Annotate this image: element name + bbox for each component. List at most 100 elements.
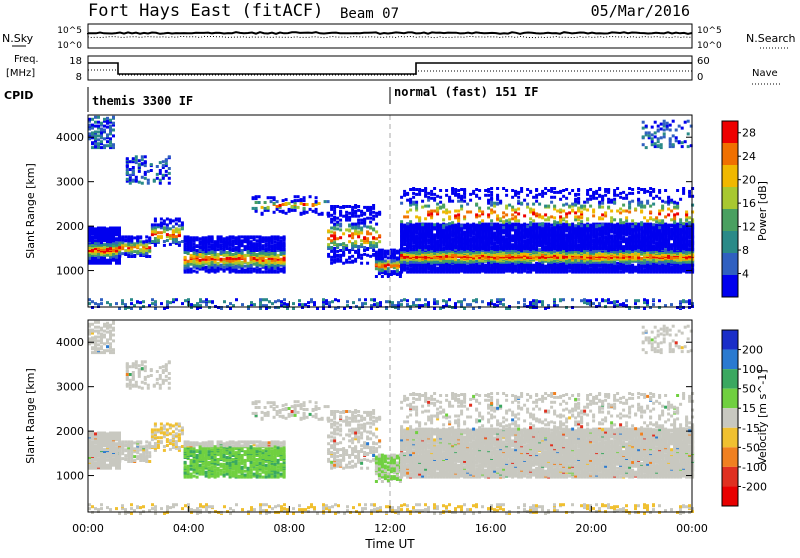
power-cell <box>336 205 339 208</box>
power-cell <box>333 210 336 213</box>
power-cell <box>619 271 622 274</box>
power-cell <box>217 262 220 265</box>
freq-tick-top: 18 <box>69 56 82 67</box>
power-cell <box>193 245 196 248</box>
power-cell <box>330 208 333 211</box>
power-cell <box>466 223 469 226</box>
power-cell <box>315 208 318 211</box>
power-cell <box>145 249 148 252</box>
power-cell <box>469 224 472 227</box>
power-cell <box>360 210 363 213</box>
power-cell <box>523 239 526 242</box>
power-cell <box>139 240 142 243</box>
power-cell <box>247 235 250 238</box>
power-cell <box>220 264 223 267</box>
power-cell <box>154 240 157 243</box>
power-cell <box>330 230 333 233</box>
power-cell <box>193 236 196 239</box>
power-cell <box>294 206 297 209</box>
power-cell <box>457 259 460 262</box>
power-cell <box>357 209 360 212</box>
power-cell <box>592 223 595 226</box>
power-cell <box>634 233 637 236</box>
power-cell <box>342 262 345 265</box>
power-cell <box>178 241 181 244</box>
power-cell <box>279 210 282 213</box>
power-cell <box>366 247 369 250</box>
power-cell <box>115 247 118 250</box>
power-cell <box>256 253 259 256</box>
power-cell <box>360 222 363 225</box>
power-cell <box>631 253 634 256</box>
power-cell <box>384 250 387 253</box>
freq-label: Freq. <box>14 54 39 65</box>
power-cell <box>199 259 202 262</box>
power-cell <box>475 232 478 235</box>
power-cell <box>396 250 399 253</box>
freq-unit-label: [MHz] <box>6 68 35 79</box>
power-cell <box>268 236 271 239</box>
power-cell <box>511 234 514 237</box>
power-cell <box>478 259 481 262</box>
power-cell <box>409 268 412 271</box>
power-cell <box>502 235 505 238</box>
power-cell <box>220 235 223 238</box>
power-cell <box>220 268 223 271</box>
power-cell <box>631 264 634 267</box>
power-cell <box>160 231 163 234</box>
noise-frame <box>88 24 692 48</box>
power-cell <box>124 249 127 252</box>
power-cell <box>472 235 475 238</box>
power-cell <box>309 208 312 211</box>
power-cell <box>396 256 399 259</box>
power-cell <box>375 263 378 266</box>
power-cell <box>348 249 351 252</box>
power-cell <box>157 235 160 238</box>
power-cell <box>372 241 375 244</box>
power-cell <box>369 217 372 220</box>
power-cell <box>250 264 253 267</box>
power-cell <box>336 254 339 257</box>
power-cell <box>330 214 333 217</box>
power-cell <box>345 214 348 217</box>
power-cell <box>628 235 631 238</box>
power-cell <box>372 215 375 218</box>
power-cell <box>526 271 529 274</box>
power-cell <box>265 259 268 262</box>
power-cell <box>163 244 166 247</box>
power-cell <box>169 234 172 237</box>
power-cell <box>339 259 342 262</box>
power-cell <box>454 224 457 227</box>
power-cell <box>208 262 211 265</box>
freq-line <box>88 63 692 74</box>
power-cell <box>616 265 619 268</box>
power-cell <box>333 216 336 219</box>
power-cell <box>271 235 274 238</box>
power-cell <box>430 223 433 226</box>
power-cell <box>277 241 280 244</box>
power-cell <box>360 254 363 257</box>
power-cell <box>277 264 280 267</box>
power-cell <box>252 207 255 210</box>
power-cell <box>354 215 357 218</box>
power-cell <box>211 251 214 254</box>
power-cell <box>348 228 351 231</box>
power-cell <box>91 227 94 230</box>
power-cell <box>291 205 294 208</box>
power-cell <box>265 236 268 239</box>
power-cell <box>187 260 190 263</box>
power-cell <box>241 235 244 238</box>
power-cell <box>514 223 517 226</box>
noise-panel: N.Sky 10^5 10^0 10^5 10^0 N.Search <box>2 24 796 51</box>
power-cell <box>327 243 330 246</box>
power-cell <box>277 254 280 257</box>
power-cell <box>253 263 256 266</box>
power-cell <box>145 235 148 238</box>
power-cell <box>330 205 333 208</box>
power-cell <box>598 252 601 255</box>
power-cell <box>103 243 106 246</box>
nsky-line <box>88 32 692 34</box>
freq-tick-bottom: 8 <box>76 72 82 83</box>
power-cell <box>262 236 265 239</box>
power-cell <box>345 228 348 231</box>
